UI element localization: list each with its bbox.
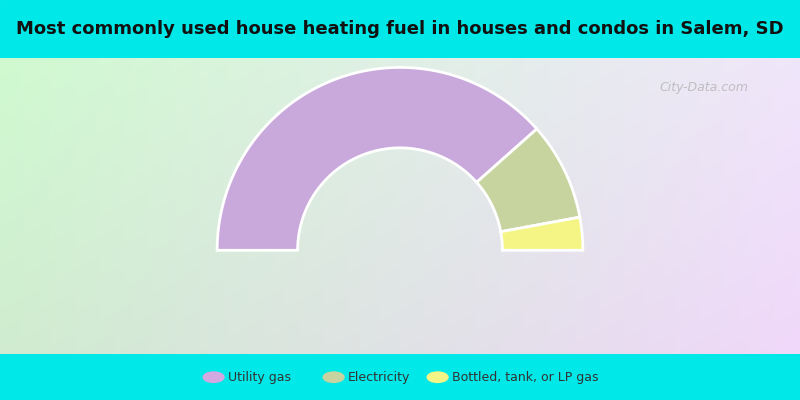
- Polygon shape: [217, 68, 537, 250]
- Bar: [0, 0, 800, 58]
- Bar: [0, 354, 800, 400]
- Text: Utility gas: Utility gas: [228, 371, 291, 384]
- Text: Electricity: Electricity: [348, 371, 410, 384]
- Polygon shape: [501, 217, 583, 250]
- Text: Most commonly used house heating fuel in houses and condos in Salem, SD: Most commonly used house heating fuel in…: [16, 20, 784, 38]
- Text: Bottled, tank, or LP gas: Bottled, tank, or LP gas: [452, 371, 598, 384]
- Polygon shape: [477, 129, 580, 232]
- Text: City-Data.com: City-Data.com: [659, 81, 749, 94]
